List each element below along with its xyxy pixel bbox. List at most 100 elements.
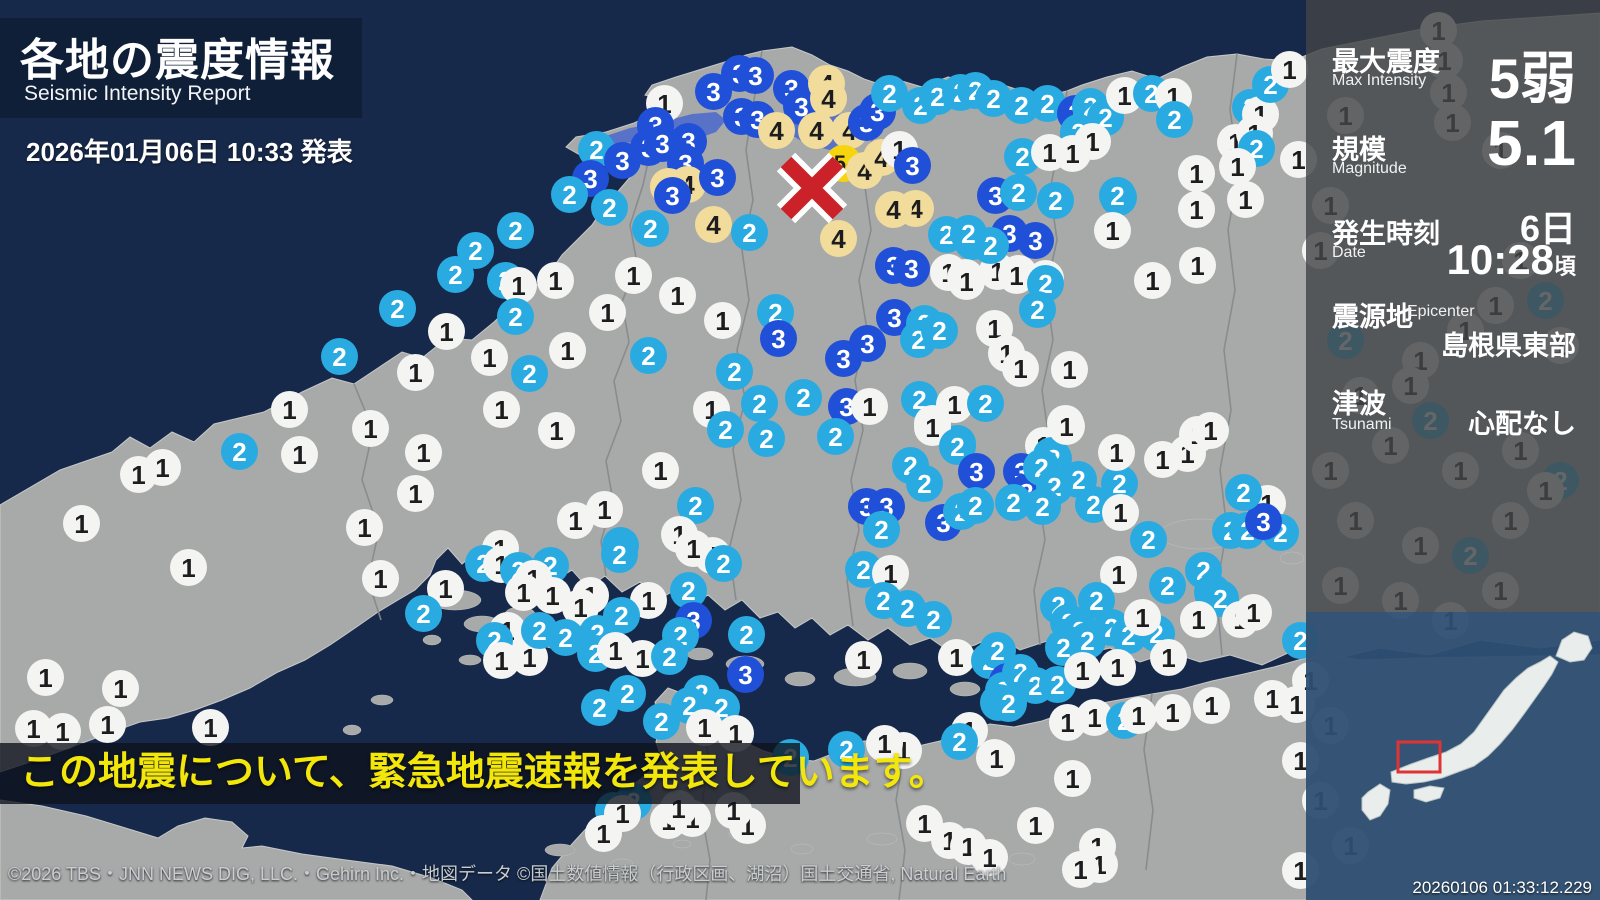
copyright-line: ©2026 TBS・JNN NEWS DIG, LLC.・Gehirn Inc.… [8,864,1007,884]
intensity-marker: 1 [1150,639,1187,676]
intensity-marker: 2 [941,723,978,760]
intensity-marker: 1 [948,263,985,300]
intensity-marker: 1 [866,725,903,762]
max-intensity-label-en: Max Intensity [1332,72,1427,89]
intensity-marker: 3 [695,73,732,110]
intensity-marker: 1 [845,641,882,678]
origin-time-label: 発生時刻 [1332,219,1440,249]
intensity-marker: 2 [1029,85,1066,122]
render-timestamp: 20260106 01:33:12.229 [1412,878,1592,897]
magnitude-label-en: Magnitude [1332,160,1407,177]
intensity-marker: 1 [1193,687,1230,724]
intensity-marker: 3 [699,159,736,196]
intensity-marker: 1 [1002,350,1039,387]
intensity-marker: 1 [1102,494,1139,531]
intensity-marker: 1 [938,639,975,676]
info-panel: 最大震度 Max Intensity 5弱 規模 Magnitude 5.1 発… [1306,0,1600,612]
intensity-marker: 4 [798,112,835,149]
intensity-marker: 1 [1154,694,1191,731]
intensity-marker: 2 [601,536,638,573]
intensity-marker: 2 [1019,291,1056,328]
intensity-marker: 3 [825,340,862,377]
intensity-marker: 1 [281,436,318,473]
intensity-marker: 3 [894,147,931,184]
intensity-marker: 1 [346,509,383,546]
intensity-marker: 3 [893,250,930,287]
intensity-marker: 2 [511,355,548,392]
origin-day-value: 6日 [1519,208,1576,249]
intensity-marker: 1 [1064,652,1101,689]
minimap-kyushu [1361,783,1391,821]
intensity-marker: 3 [737,57,774,94]
minimap-shikoku [1413,785,1445,803]
intensity-marker: 2 [630,337,667,374]
intensity-marker: 1 [27,659,64,696]
intensity-marker: 2 [707,411,744,448]
intensity-marker: 2 [863,511,900,548]
intensity-marker: 4 [875,191,912,228]
intensity-marker: 1 [615,257,652,294]
intensity-marker: 2 [321,338,358,375]
eew-banner-text: この地震について、緊急地震速報を発表しています。 [20,751,948,794]
intensity-marker: 2 [871,75,908,112]
max-intensity-label: 最大震度 [1332,47,1440,77]
intensity-marker: 1 [1062,851,1099,888]
intensity-marker: 1 [1094,212,1131,249]
published-datetime: 2026年01月06日 10:33 発表 [26,137,353,167]
intensity-marker: 2 [1024,488,1061,525]
intensity-marker: 1 [1124,599,1161,636]
intensity-marker: 1 [686,709,723,746]
intensity-marker: 1 [1180,601,1217,638]
intensity-marker: 2 [957,487,994,524]
intensity-marker: 1 [704,302,741,339]
intensity-marker: 1 [102,670,139,707]
intensity-marker: 2 [405,595,442,632]
intensity-marker: 1 [271,391,308,428]
intensity-marker: 1 [1017,807,1054,844]
kyushu-landmass [0,799,473,900]
epicenter-label: 震源地 [1332,302,1413,332]
intensity-marker: 2 [741,385,778,422]
intensity-marker: 2 [581,689,618,726]
intensity-marker: 1 [352,410,389,447]
origin-time-clock: 10:28 [1446,236,1554,283]
minimap-hokkaido [1555,631,1593,663]
intensity-marker: 1 [642,452,679,489]
intensity-marker: 2 [828,731,865,768]
minimap-japan [1361,631,1593,821]
intensity-marker: 1 [1099,649,1136,686]
intensity-marker: 1 [63,505,100,542]
intensity-marker: 1 [144,449,181,486]
page-title: 各地の震度情報 [20,36,335,85]
japan-locator-minimap: 20260106 01:33:12.229 [1306,612,1600,900]
intensity-marker: 1 [89,706,126,743]
intensity-marker: 2 [705,545,742,582]
intensity-marker: 1 [557,502,594,539]
origin-time-suffix: 頃 [1553,254,1576,279]
page-subtitle: Seismic Intensity Report [24,82,251,105]
intensity-marker: 2 [748,420,785,457]
intensity-marker: 1 [428,313,465,350]
intensity-marker: 1 [483,391,520,428]
intensity-marker: 2 [817,418,854,455]
tsunami-label-en: Tsunami [1332,416,1392,433]
magnitude-value: 5.1 [1487,107,1576,179]
intensity-marker: 1 [659,277,696,314]
intensity-marker: 2 [379,290,416,327]
intensity-marker: 2 [906,465,943,502]
max-intensity-value: 5弱 [1488,47,1576,110]
intensity-marker: 2 [632,210,669,247]
intensity-marker: 1 [1271,51,1308,88]
origin-time-label-en: Date [1332,244,1366,261]
intensity-marker: 3 [760,320,797,357]
intensity-marker: 1 [405,434,442,471]
intensity-marker: 1 [427,570,464,607]
epicenter-label-en: Epicenter [1407,303,1475,320]
tsunami-label: 津波 [1332,389,1386,419]
intensity-marker: 1 [1031,134,1068,171]
intensity-marker: 2 [990,685,1027,722]
intensity-marker: 1 [471,339,508,376]
intensity-marker: 2 [915,601,952,638]
intensity-marker: 2 [677,487,714,524]
